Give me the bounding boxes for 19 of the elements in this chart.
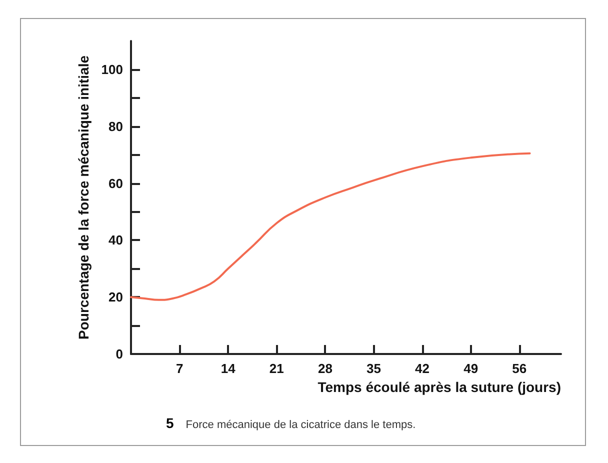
x-tick-label: 21: [269, 361, 284, 376]
x-tick-label: 28: [318, 361, 332, 376]
y-tick-label: 40: [108, 232, 123, 248]
x-tick-label: 7: [176, 361, 184, 376]
y-tick-label: 100: [101, 62, 123, 77]
x-tick-label: 14: [220, 361, 236, 376]
x-tick-label: 35: [366, 361, 381, 376]
line-series: [130, 152, 531, 301]
y-tick-label: 80: [108, 118, 123, 134]
x-tick-label: 56: [512, 361, 527, 376]
y-tick-label: 20: [108, 290, 123, 305]
text: 5: [166, 415, 174, 431]
y-tick-label: 60: [108, 176, 123, 191]
text: Force mécanique de la cicatrice dans le temps.: [186, 419, 416, 431]
y-axis-title: Pourcentage de la force mécanique initiale: [75, 55, 92, 340]
x-axis-title: Temps écoulé après la suture (jours): [318, 379, 561, 395]
y-tick-label: 0: [116, 346, 123, 362]
x-tick-label: 49: [464, 361, 478, 376]
x-tick-label: 42: [415, 361, 430, 376]
